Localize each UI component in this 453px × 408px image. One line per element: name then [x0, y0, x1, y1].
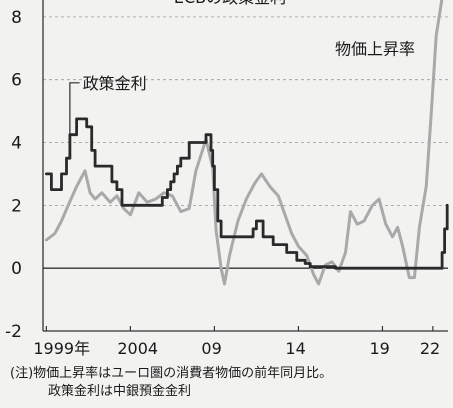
x-tick-label-5: 22	[420, 339, 440, 358]
x-tick-label-3: 14	[285, 339, 305, 358]
series-line-policy-rate	[45, 117, 449, 270]
x-tick-label-2: 09	[201, 339, 221, 358]
y-tick-label-4: 6	[11, 71, 22, 91]
y-tick-label-0: -2	[5, 322, 22, 342]
annotation-leader-policy-rate	[69, 82, 80, 143]
annotation-policy-rate: 政策金利	[83, 74, 147, 93]
annotation-inflation: 物価上昇率	[335, 39, 415, 58]
y-tick-label-3: 4	[11, 134, 22, 154]
y-tick-label-1: 0	[11, 259, 22, 279]
y-tick-label-2: 2	[11, 196, 22, 216]
x-tick-label-1: 2004	[117, 339, 158, 358]
x-tick-label-0: 1999年	[33, 339, 90, 358]
chart-note-2: 政策金利は中銀預金金利	[48, 384, 192, 399]
line-chart: ECBの政策金利 -2 0 2 4 6 8 1999年 2004 09 14 19 22 政策金利 物価上昇…	[5, 0, 449, 358]
x-tick-label-4: 19	[369, 339, 389, 358]
chart-title: ECBの政策金利	[174, 0, 286, 7]
chart-note-1: (注)物価上昇率はユーロ圏の消費者物価の前年同月比。	[10, 366, 333, 381]
y-tick-label-5: 8	[11, 8, 22, 28]
series-line-inflation	[44, 0, 444, 286]
